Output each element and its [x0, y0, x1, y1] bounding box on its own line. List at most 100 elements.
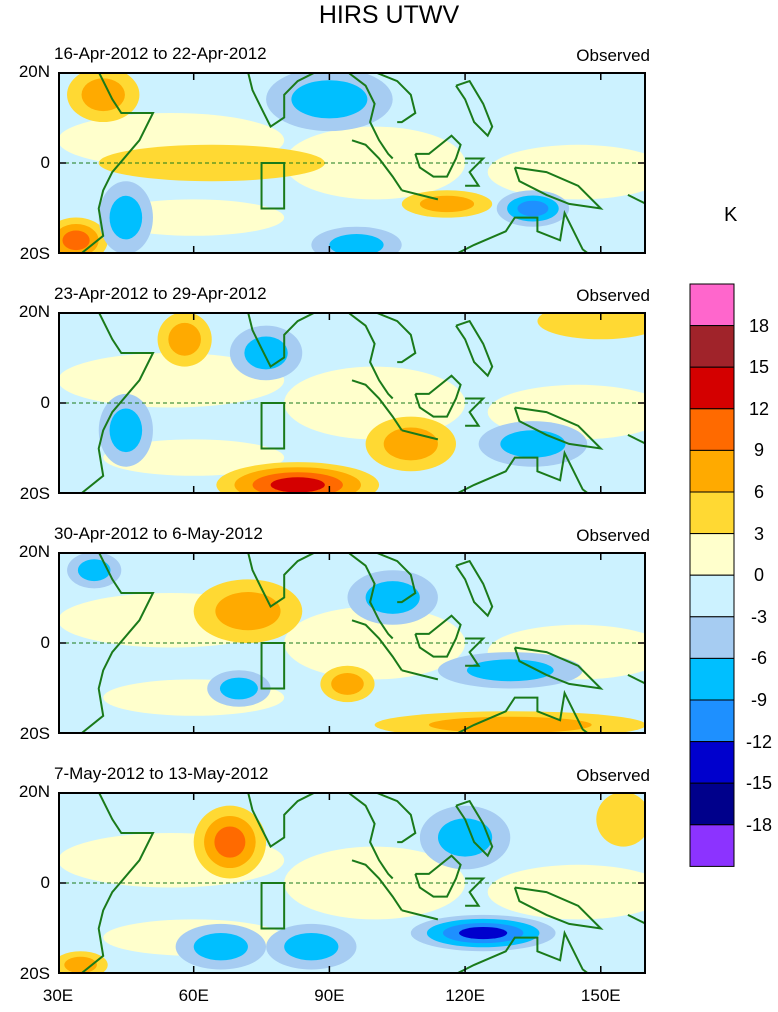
anomaly-contour: [428, 716, 592, 734]
anomaly-neutral-region: [58, 352, 285, 408]
colorbar-swatch: [689, 741, 735, 784]
colorbar-swatch: [689, 782, 735, 826]
y-tick-label: 20S: [19, 244, 50, 263]
analysis-box: [260, 642, 286, 690]
colorbar-swatch: [689, 408, 735, 451]
map-panel: [58, 312, 646, 494]
coastline: [513, 406, 604, 450]
coastline: [453, 449, 591, 494]
colorbar-swatch: [689, 366, 735, 410]
coastline: [374, 312, 417, 364]
coastline: [513, 886, 604, 930]
colorbar-level-label: 18: [748, 315, 770, 336]
y-tick-label: 20N: [18, 542, 50, 561]
anomaly-contour: [214, 826, 246, 858]
panel-date-range: 7-May-2012 to 13-May-2012: [54, 764, 269, 783]
coastline: [401, 669, 439, 681]
x-tick-label: 150E: [580, 986, 621, 1005]
x-tick-label: 30E: [42, 986, 74, 1005]
analysis-box: [260, 882, 286, 930]
coastline: [401, 909, 439, 921]
anomaly-contour: [329, 234, 384, 254]
anomaly-contour: [365, 581, 420, 614]
coastline: [465, 397, 486, 427]
panel-observed-tag: Observed: [576, 286, 650, 305]
anomaly-contour: [291, 80, 368, 119]
y-tick-label: 0: [40, 153, 50, 172]
anomaly-contour: [419, 195, 475, 213]
colorbar-level-label: 0: [753, 565, 764, 586]
panel-observed-tag: Observed: [576, 766, 650, 785]
colorbar-unit-label: K: [724, 204, 738, 226]
colorbar-swatch: [689, 325, 735, 368]
x-tick-label: 120E: [445, 986, 485, 1005]
coastline: [351, 379, 403, 431]
colorbar-level-label: -3: [750, 606, 767, 627]
panel-date-range: 23-Apr-2012 to 29-Apr-2012: [54, 284, 267, 303]
map-plot: [58, 552, 646, 734]
panel-observed-tag: Observed: [576, 526, 650, 545]
y-tick-label: 0: [40, 393, 50, 412]
coastline: [247, 312, 317, 369]
y-tick-label: 0: [40, 633, 50, 652]
coastline: [627, 674, 646, 685]
y-tick-label: 20S: [19, 724, 50, 743]
colorbar-swatch: [689, 491, 735, 535]
y-tick-label: 20N: [18, 62, 50, 81]
coastline: [453, 929, 591, 974]
colorbar-level-label: 9: [753, 440, 764, 461]
coastline: [79, 72, 155, 254]
coastline: [401, 189, 439, 201]
coastline: [513, 166, 604, 210]
map-panel: [58, 72, 646, 254]
coastline: [351, 859, 403, 911]
anomaly-contour: [537, 312, 646, 340]
coastline: [346, 72, 394, 160]
colorbar-swatch: [689, 824, 735, 867]
coastline: [79, 312, 155, 494]
coastline: [465, 877, 486, 907]
panel-observed-tag: Observed: [576, 46, 650, 65]
analysis-box: [260, 162, 286, 210]
anomaly-contour: [466, 659, 554, 682]
coastline: [455, 79, 494, 138]
coastline: [465, 157, 486, 187]
anomaly-contour: [517, 200, 549, 217]
coastline: [79, 792, 155, 974]
anomaly-contour: [62, 230, 90, 251]
map-plot: [58, 312, 646, 494]
coastline: [513, 646, 604, 690]
anomaly-contour: [500, 430, 566, 458]
colorbar-swatch: [689, 699, 735, 743]
map-plot: [58, 792, 646, 974]
colorbar-swatch: [689, 616, 735, 659]
coastline: [374, 552, 417, 604]
anomaly-contour: [64, 956, 97, 974]
anomaly-contour: [331, 673, 364, 695]
coastline: [401, 429, 439, 441]
anomaly-contour: [193, 933, 248, 961]
map-plot: [58, 72, 646, 254]
x-tick-label: 60E: [178, 986, 209, 1005]
colorbar-swatch: [689, 283, 735, 327]
coastline: [351, 139, 403, 191]
anomaly-contour: [596, 792, 646, 847]
colorbar-level-label: -15: [745, 773, 772, 794]
y-tick-label: 0: [40, 873, 50, 892]
anomaly-contour: [270, 477, 325, 493]
colorbar-level-label: 12: [748, 398, 770, 419]
chart-title: HIRS UTWV: [318, 1, 460, 29]
colorbar-level-label: -18: [745, 814, 772, 835]
coastline: [374, 792, 417, 844]
coastline: [455, 799, 494, 858]
panel-date-range: 30-Apr-2012 to 6-May-2012: [54, 524, 263, 543]
colorbar-swatch: [689, 449, 735, 493]
coastline: [247, 72, 317, 129]
coastline: [346, 792, 394, 880]
colorbar-level-label: 6: [753, 482, 764, 502]
coastline: [455, 559, 494, 618]
colorbar-swatch: [689, 657, 735, 701]
colorbar-swatch: [689, 533, 735, 576]
coastline: [346, 552, 394, 640]
coastline: [414, 854, 462, 898]
